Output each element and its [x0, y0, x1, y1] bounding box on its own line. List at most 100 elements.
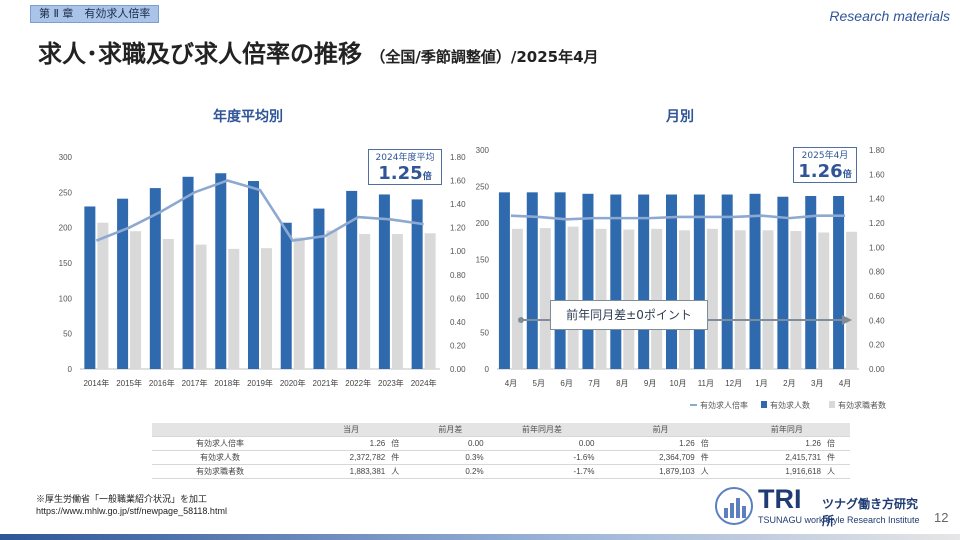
annual-callout-unit: 倍 [422, 172, 432, 182]
bar-job-seekers [734, 230, 746, 369]
y-tick-label: 100 [59, 294, 73, 303]
bar-job-openings [498, 192, 510, 369]
cell-yoy: -1.7% [486, 464, 598, 479]
bar-job-seekers [195, 244, 207, 369]
header-cell-mom: 前月差 [414, 423, 487, 437]
y-tick-label: 300 [59, 153, 73, 162]
cell-prev: 1,879,103 [597, 464, 698, 479]
bar-job-openings [313, 208, 325, 369]
title-sub: （全国/季節調整値）/2025年4月 [370, 48, 599, 66]
cell-lastyear-unit: 人 [824, 464, 850, 479]
bar-job-seekers [97, 222, 109, 369]
stats-table: 当月 前月差 前年同月差 前月 前年同月 有効求人倍率 1.26 倍 0.00 … [152, 423, 850, 479]
y-tick-label: 300 [476, 146, 490, 155]
x-tick-label: 12月 [725, 379, 742, 388]
bar-job-seekers [679, 230, 690, 369]
cell-current: 1,883,381 [288, 464, 389, 479]
x-tick-label: 2016年 [149, 378, 175, 388]
annual-callout-value: 1.25 [378, 163, 423, 184]
y2-tick-label: 0.00 [869, 365, 885, 374]
y2-tick-label: 1.40 [450, 200, 466, 209]
legend-label: 有効求人倍率 [700, 400, 748, 410]
row-label: 有効求職者数 [152, 464, 288, 479]
bar-job-seekers [511, 228, 523, 369]
y2-tick-label: 1.00 [450, 247, 466, 256]
table-row: 有効求人倍率 1.26 倍 0.00 0.00 1.26 倍 1.26 倍 [152, 436, 850, 451]
y2-tick-label: 0.00 [450, 365, 466, 374]
y2-tick-label: 1.80 [869, 146, 885, 155]
bar-job-seekers [359, 234, 371, 369]
bar-job-seekers [162, 238, 174, 369]
bar-job-openings [215, 173, 227, 369]
monthly-callout-unit: 倍 [842, 170, 852, 180]
bar-job-openings [693, 194, 705, 369]
x-tick-label: 3月 [811, 379, 823, 388]
bar-job-seekers [623, 229, 635, 369]
cell-mom: 0.3% [414, 450, 487, 465]
research-materials-label: Research materials [829, 8, 950, 24]
page-title: 求人･求職及び求人倍率の推移 （全国/季節調整値）/2025年4月 [38, 34, 599, 69]
annotation-arrowhead [842, 315, 852, 325]
y2-tick-label: 1.80 [450, 153, 466, 162]
bar-job-openings [582, 193, 594, 369]
bar-job-seekers [424, 233, 436, 369]
legend-label: 有効求職者数 [838, 400, 886, 410]
cell-mom: 0.2% [414, 464, 487, 479]
cell-prev-unit: 人 [697, 464, 724, 479]
source-note: ※厚生労働省「一般職業紹介状況」を加工 https://www.mhlw.go.… [36, 493, 227, 517]
y-tick-label: 250 [476, 183, 490, 192]
bar-job-seekers [846, 231, 858, 369]
bar-job-openings [149, 188, 161, 369]
y2-tick-label: 0.40 [450, 318, 466, 327]
x-tick-label: 10月 [670, 379, 687, 388]
legend-label: 有効求人数 [770, 400, 810, 410]
cell-mom: 0.00 [414, 436, 487, 451]
x-tick-label: 2017年 [182, 378, 208, 388]
bar-job-openings [117, 198, 129, 369]
bar-job-seekers [261, 248, 272, 369]
bar-job-seekers [391, 234, 403, 369]
y2-tick-label: 1.60 [450, 177, 466, 186]
bar-job-seekers [567, 226, 579, 369]
bar-job-openings [378, 194, 390, 369]
header-cell-prev: 前月 [597, 423, 724, 437]
y-tick-label: 0 [68, 365, 73, 374]
ratio-line [510, 214, 846, 221]
y2-tick-label: 1.20 [450, 224, 466, 233]
legend-swatch [829, 401, 835, 408]
logo-tri: TRI [758, 484, 802, 514]
bar-job-seekers [130, 231, 142, 369]
y-tick-label: 50 [63, 330, 72, 339]
bar-job-seekers [762, 230, 774, 369]
table-row: 有効求職者数 1,883,381 人 0.2% -1.7% 1,879,103 … [152, 464, 850, 479]
bar-job-openings [805, 195, 817, 369]
monthly-callout: 2025年4月 1.26倍 [793, 147, 857, 183]
monthly-chart: 0 50 100 150 200 250 300 0.00 0.20 0.40 0.60 0.80 1.… [476, 146, 886, 410]
bar-job-openings [777, 196, 789, 369]
logo-jp: ツナグ働き方研究所 [822, 497, 919, 528]
y2-tick-label: 0.80 [869, 268, 885, 277]
monthly-callout-label: 2025年4月 [801, 151, 849, 161]
monthly-callout-value: 1.26 [798, 161, 843, 182]
cell-lastyear: 1.26 [723, 436, 824, 451]
x-tick-label: 4月 [505, 379, 517, 388]
bar-job-openings [346, 190, 358, 369]
chart-title-monthly: 月別 [666, 109, 694, 125]
tri-logo-icon [715, 487, 753, 525]
y2-tick-label: 0.60 [869, 292, 885, 301]
x-tick-label: 2022年 [345, 378, 371, 388]
y2-tick-label: 1.20 [869, 219, 885, 228]
annual-callout-label: 2024年度平均 [375, 153, 435, 163]
cell-prev: 1.26 [597, 436, 698, 451]
x-tick-label: 5月 [533, 379, 545, 388]
page-number: 12 [934, 510, 949, 525]
y2-tick-label: 1.60 [869, 170, 885, 179]
bar-job-seekers [818, 232, 830, 369]
x-tick-label: 9月 [644, 379, 656, 388]
source-url[interactable]: https://www.mhlw.go.jp/stf/newpage_58118… [36, 506, 227, 516]
y-tick-label: 200 [59, 224, 73, 233]
annual-chart: 0 50 100 150 200 250 300 0.00 0.20 0.40 0.60 0.80 1.… [59, 153, 466, 388]
cell-current-unit: 人 [388, 464, 415, 479]
row-label: 有効求人倍率 [152, 436, 288, 451]
yoy-annotation: 前年同月差±0ポイント [550, 300, 708, 330]
